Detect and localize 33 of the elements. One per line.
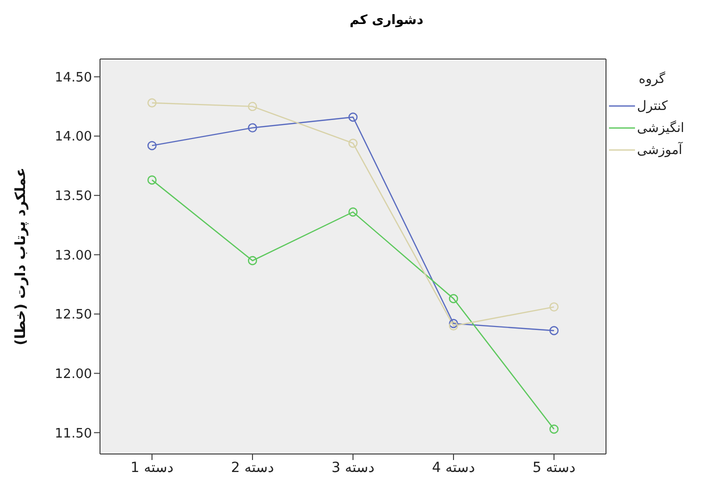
y-tick-label: 12.00	[54, 366, 92, 382]
point	[348, 138, 358, 148]
x-tick-label: دسته 5	[532, 460, 576, 476]
x-tick-label: دسته 4	[432, 460, 476, 476]
point	[348, 207, 358, 217]
point	[448, 294, 458, 304]
y-tick-label: 13.00	[54, 248, 92, 264]
legend-label: کنترل	[637, 98, 668, 114]
x-tick-label: دسته 2	[230, 460, 274, 476]
legend-label: انگیزشی	[637, 120, 684, 136]
point	[549, 302, 559, 312]
point	[549, 424, 559, 434]
chart-title: دشواری کم	[348, 12, 424, 30]
point	[248, 102, 258, 112]
point	[348, 112, 358, 122]
y-tick-label: 14.50	[54, 70, 92, 86]
point	[147, 140, 157, 150]
legend-title: گروه	[638, 72, 666, 87]
point	[147, 175, 157, 185]
legend-label: آموزشی	[637, 142, 682, 158]
point	[549, 326, 559, 336]
y-tick-label: 14.00	[54, 130, 92, 145]
x-tick-label: دسته 1	[130, 460, 174, 476]
y-tick-label: 11.50	[54, 426, 92, 442]
y-tick-label: 12.50	[54, 308, 92, 323]
y-axis-title: عملکرد پرتاب دارت (خطا)	[12, 168, 29, 346]
point	[248, 123, 258, 132]
x-tick-label: دسته 3	[331, 460, 375, 476]
point	[248, 256, 258, 266]
y-tick-label: 13.50	[54, 189, 92, 204]
point	[147, 98, 157, 108]
point	[448, 318, 458, 328]
point	[448, 321, 458, 330]
